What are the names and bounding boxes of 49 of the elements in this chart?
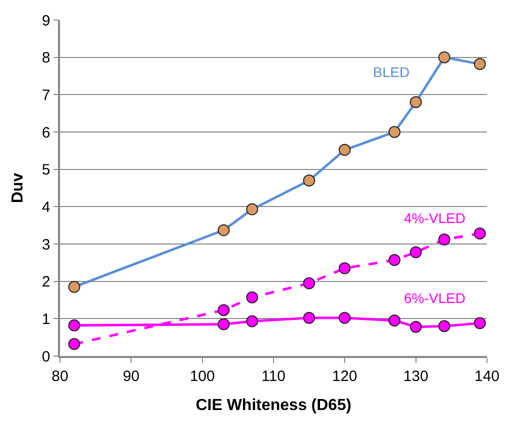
series-label: 4%-VLED [404, 210, 466, 226]
point [410, 320, 422, 333]
y-tick-label: 4 [42, 198, 50, 216]
series-label: BLED [373, 64, 410, 80]
y-tick-label: 5 [42, 162, 50, 179]
point [474, 228, 486, 240]
point [218, 224, 230, 236]
point [303, 312, 316, 324]
x-tick-label: 90 [122, 368, 140, 385]
x-axis-title: CIE Whiteness (D65) [196, 396, 352, 414]
point [388, 126, 400, 138]
point [474, 58, 486, 70]
point [338, 262, 351, 274]
point [388, 314, 400, 327]
point [246, 315, 258, 328]
point [246, 291, 258, 304]
point [68, 280, 80, 293]
y-tick-label: 9 [42, 12, 50, 30]
point [303, 277, 316, 290]
point [68, 338, 80, 350]
y-tick-label: 0 [42, 348, 50, 366]
point [338, 312, 351, 324]
series-label: 6%-VLED [404, 290, 466, 306]
x-tick-label: 130 [403, 368, 428, 385]
point [438, 320, 450, 332]
y-tick-label: 8 [42, 50, 50, 67]
point [68, 319, 80, 332]
point [438, 51, 450, 64]
y-tick-label: 2 [42, 274, 50, 291]
point [218, 318, 230, 330]
point [410, 96, 422, 108]
x-tick-label: 140 [474, 368, 500, 385]
point [303, 174, 316, 187]
point [218, 304, 230, 316]
y-axis-title: Duv [9, 172, 26, 204]
point [438, 234, 450, 246]
x-tick-label: 100 [190, 368, 215, 385]
point [474, 317, 486, 330]
point [246, 203, 258, 216]
y-tick-label: 7 [42, 86, 50, 104]
x-tick-label: 110 [262, 368, 286, 385]
y-tick-label: 6 [42, 124, 50, 142]
y-tick-label: 3 [42, 236, 50, 254]
y-tick-label: 1 [42, 310, 50, 328]
x-tick-label: 80 [52, 368, 68, 385]
point [410, 246, 422, 258]
point [338, 144, 351, 156]
x-tick-label: 120 [332, 368, 358, 385]
point [388, 254, 400, 266]
